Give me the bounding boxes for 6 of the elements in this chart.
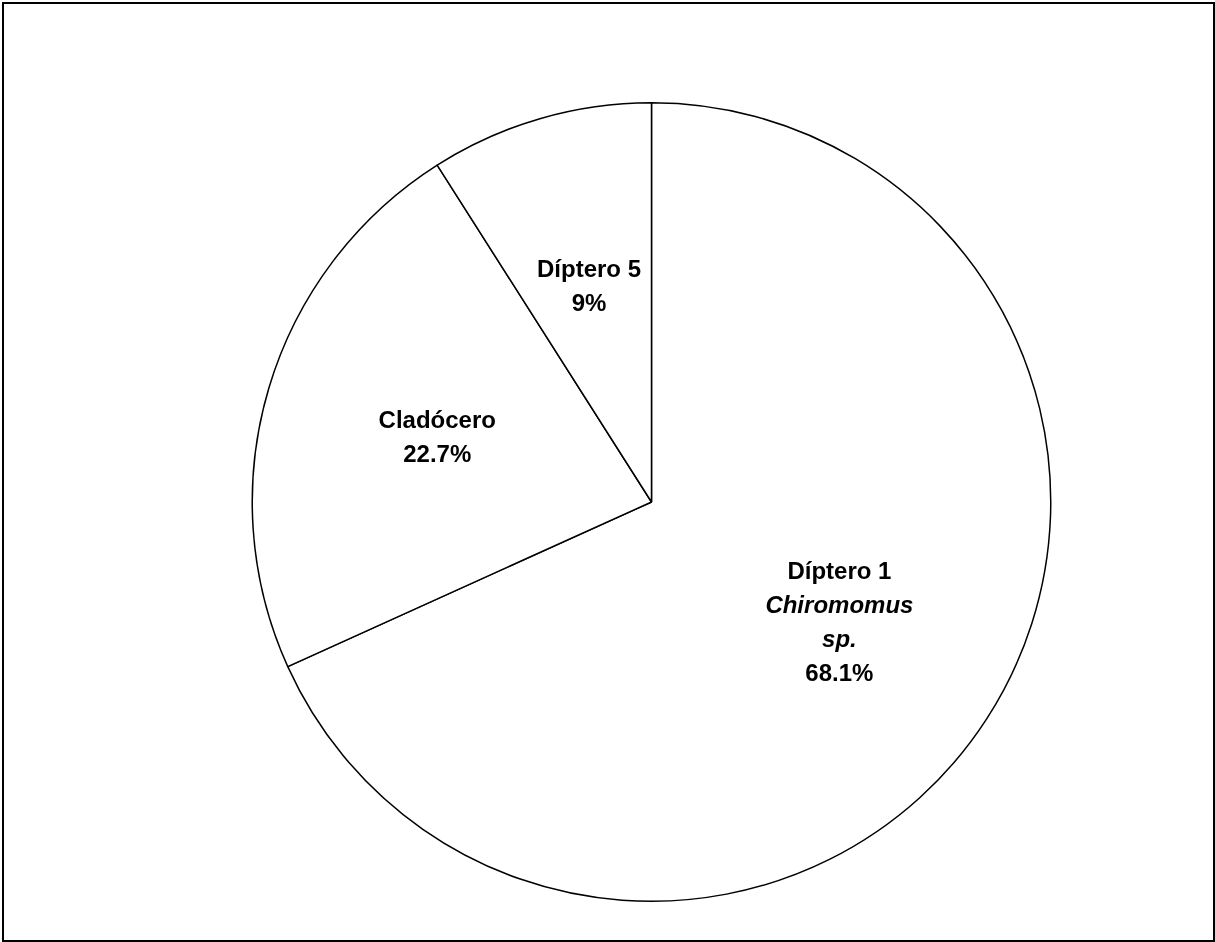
slice-label: Díptero 5 bbox=[536, 254, 642, 282]
data-label: 68.1% bbox=[805, 658, 874, 686]
data-label: 9% bbox=[571, 288, 607, 316]
slice-label: Cladócero bbox=[378, 405, 496, 433]
data-label: 22.7% bbox=[403, 439, 472, 467]
slice-label: Díptero 1 Chiromomus sp. bbox=[765, 556, 914, 652]
